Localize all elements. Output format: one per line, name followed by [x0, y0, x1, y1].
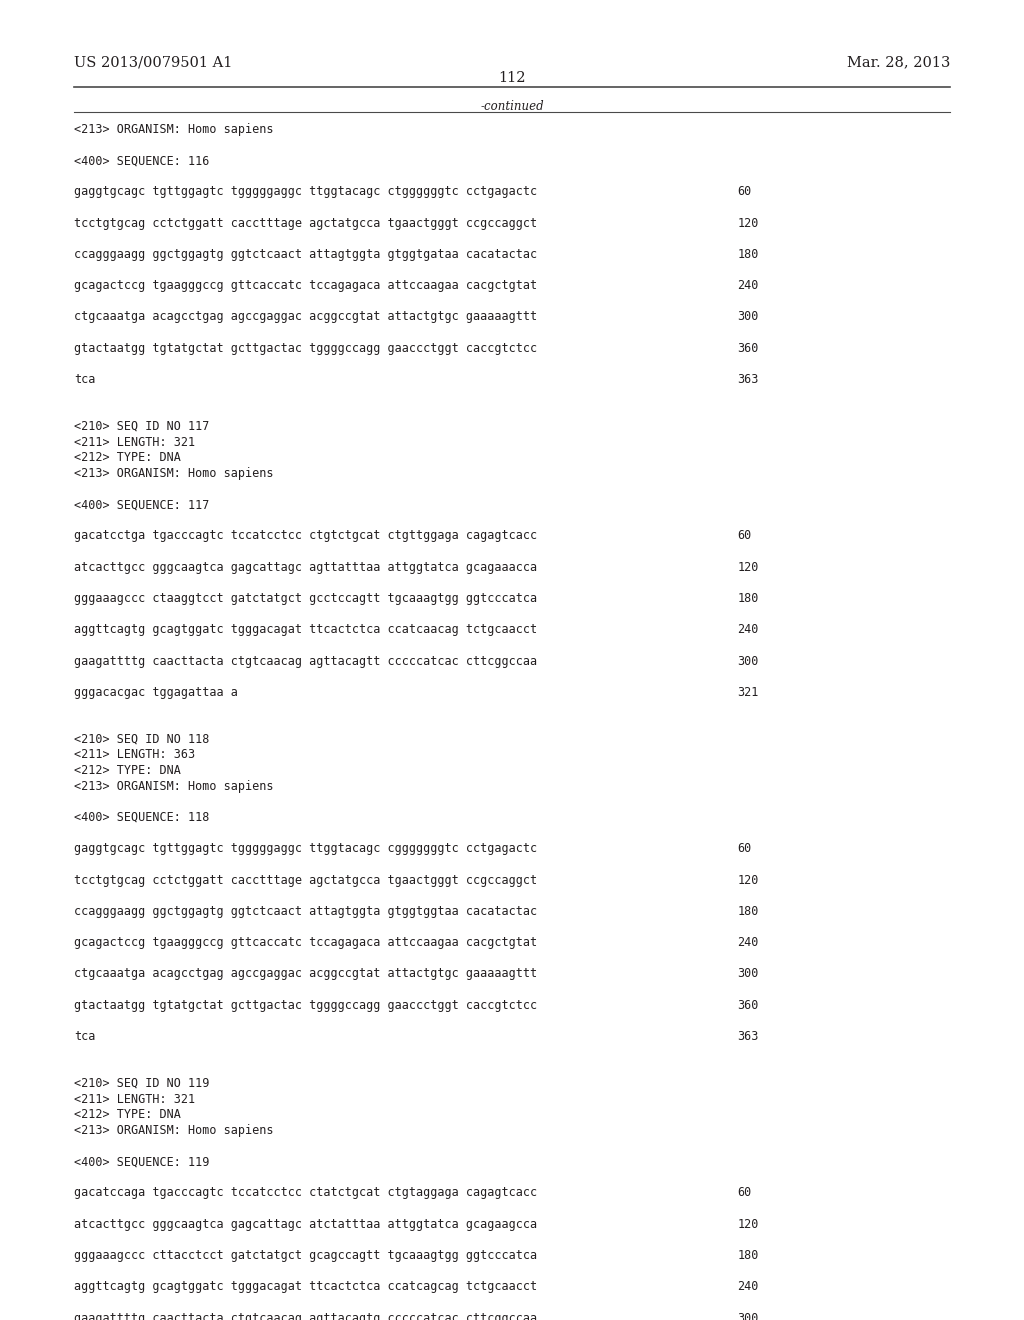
- Text: <211> LENGTH: 321: <211> LENGTH: 321: [74, 1093, 195, 1106]
- Text: 120: 120: [737, 561, 759, 574]
- Text: ctgcaaatga acagcctgag agccgaggac acggccgtat attactgtgc gaaaaagttt: ctgcaaatga acagcctgag agccgaggac acggccg…: [74, 968, 537, 981]
- Text: gaagattttg caacttacta ctgtcaacag agttacagtg cccccatcac cttcggccaa: gaagattttg caacttacta ctgtcaacag agttaca…: [74, 1312, 537, 1320]
- Text: <400> SEQUENCE: 117: <400> SEQUENCE: 117: [74, 498, 209, 511]
- Text: gggacacgac tggagattaa a: gggacacgac tggagattaa a: [74, 686, 238, 698]
- Text: 360: 360: [737, 342, 759, 355]
- Text: 120: 120: [737, 216, 759, 230]
- Text: 60: 60: [737, 185, 752, 198]
- Text: 120: 120: [737, 1217, 759, 1230]
- Text: 120: 120: [737, 874, 759, 887]
- Text: gggaaagccc cttacctcct gatctatgct gcagccagtt tgcaaagtgg ggtcccatca: gggaaagccc cttacctcct gatctatgct gcagcca…: [74, 1249, 537, 1262]
- Text: aggttcagtg gcagtggatc tgggacagat ttcactctca ccatcaacag tctgcaacct: aggttcagtg gcagtggatc tgggacagat ttcactc…: [74, 623, 537, 636]
- Text: gacatccaga tgacccagtc tccatcctcc ctatctgcat ctgtaggaga cagagtcacc: gacatccaga tgacccagtc tccatcctcc ctatctg…: [74, 1187, 537, 1200]
- Text: ctgcaaatga acagcctgag agccgaggac acggccgtat attactgtgc gaaaaagttt: ctgcaaatga acagcctgag agccgaggac acggccg…: [74, 310, 537, 323]
- Text: 363: 363: [737, 1030, 759, 1043]
- Text: 180: 180: [737, 906, 759, 917]
- Text: 180: 180: [737, 591, 759, 605]
- Text: gaggtgcagc tgttggagtc tgggggaggc ttggtacagc ctggggggtc cctgagactc: gaggtgcagc tgttggagtc tgggggaggc ttggtac…: [74, 185, 537, 198]
- Text: tca: tca: [74, 1030, 95, 1043]
- Text: gaagattttg caacttacta ctgtcaacag agttacagtt cccccatcac cttcggccaa: gaagattttg caacttacta ctgtcaacag agttaca…: [74, 655, 537, 668]
- Text: -continued: -continued: [480, 100, 544, 114]
- Text: <213> ORGANISM: Homo sapiens: <213> ORGANISM: Homo sapiens: [74, 1123, 273, 1137]
- Text: <213> ORGANISM: Homo sapiens: <213> ORGANISM: Homo sapiens: [74, 123, 273, 136]
- Text: 300: 300: [737, 968, 759, 981]
- Text: <210> SEQ ID NO 117: <210> SEQ ID NO 117: [74, 420, 209, 433]
- Text: <213> ORGANISM: Homo sapiens: <213> ORGANISM: Homo sapiens: [74, 467, 273, 480]
- Text: 60: 60: [737, 1187, 752, 1200]
- Text: <212> TYPE: DNA: <212> TYPE: DNA: [74, 764, 180, 777]
- Text: 240: 240: [737, 280, 759, 292]
- Text: 300: 300: [737, 310, 759, 323]
- Text: <212> TYPE: DNA: <212> TYPE: DNA: [74, 451, 180, 465]
- Text: 363: 363: [737, 374, 759, 385]
- Text: 240: 240: [737, 936, 759, 949]
- Text: 360: 360: [737, 999, 759, 1011]
- Text: tcctgtgcag cctctggatt cacctttage agctatgcca tgaactgggt ccgccaggct: tcctgtgcag cctctggatt cacctttage agctatg…: [74, 216, 537, 230]
- Text: aggttcagtg gcagtggatc tgggacagat ttcactctca ccatcagcag tctgcaacct: aggttcagtg gcagtggatc tgggacagat ttcactc…: [74, 1280, 537, 1294]
- Text: <400> SEQUENCE: 118: <400> SEQUENCE: 118: [74, 810, 209, 824]
- Text: tca: tca: [74, 374, 95, 385]
- Text: US 2013/0079501 A1: US 2013/0079501 A1: [74, 55, 232, 70]
- Text: ccagggaagg ggctggagtg ggtctcaact attagtggta gtggtgataa cacatactac: ccagggaagg ggctggagtg ggtctcaact attagtg…: [74, 248, 537, 261]
- Text: 240: 240: [737, 1280, 759, 1294]
- Text: <210> SEQ ID NO 119: <210> SEQ ID NO 119: [74, 1077, 209, 1090]
- Text: <400> SEQUENCE: 119: <400> SEQUENCE: 119: [74, 1155, 209, 1168]
- Text: gaggtgcagc tgttggagtc tgggggaggc ttggtacagc cgggggggtc cctgagactc: gaggtgcagc tgttggagtc tgggggaggc ttggtac…: [74, 842, 537, 855]
- Text: <210> SEQ ID NO 118: <210> SEQ ID NO 118: [74, 733, 209, 746]
- Text: <212> TYPE: DNA: <212> TYPE: DNA: [74, 1109, 180, 1121]
- Text: tcctgtgcag cctctggatt cacctttage agctatgcca tgaactgggt ccgccaggct: tcctgtgcag cctctggatt cacctttage agctatg…: [74, 874, 537, 887]
- Text: 112: 112: [499, 71, 525, 86]
- Text: 60: 60: [737, 529, 752, 543]
- Text: 321: 321: [737, 686, 759, 698]
- Text: Mar. 28, 2013: Mar. 28, 2013: [847, 55, 950, 70]
- Text: <400> SEQUENCE: 116: <400> SEQUENCE: 116: [74, 154, 209, 168]
- Text: gtactaatgg tgtatgctat gcttgactac tggggccagg gaaccctggt caccgtctcc: gtactaatgg tgtatgctat gcttgactac tggggcc…: [74, 342, 537, 355]
- Text: 180: 180: [737, 248, 759, 261]
- Text: 60: 60: [737, 842, 752, 855]
- Text: 240: 240: [737, 623, 759, 636]
- Text: 300: 300: [737, 655, 759, 668]
- Text: 300: 300: [737, 1312, 759, 1320]
- Text: <211> LENGTH: 321: <211> LENGTH: 321: [74, 436, 195, 449]
- Text: <211> LENGTH: 363: <211> LENGTH: 363: [74, 748, 195, 762]
- Text: 180: 180: [737, 1249, 759, 1262]
- Text: gggaaagccc ctaaggtcct gatctatgct gcctccagtt tgcaaagtgg ggtcccatca: gggaaagccc ctaaggtcct gatctatgct gcctcca…: [74, 591, 537, 605]
- Text: atcacttgcc gggcaagtca gagcattagc atctatttaa attggtatca gcagaagcca: atcacttgcc gggcaagtca gagcattagc atctatt…: [74, 1217, 537, 1230]
- Text: <213> ORGANISM: Homo sapiens: <213> ORGANISM: Homo sapiens: [74, 780, 273, 793]
- Text: ccagggaagg ggctggagtg ggtctcaact attagtggta gtggtggtaa cacatactac: ccagggaagg ggctggagtg ggtctcaact attagtg…: [74, 906, 537, 917]
- Text: gacatcctga tgacccagtc tccatcctcc ctgtctgcat ctgttggaga cagagtcacc: gacatcctga tgacccagtc tccatcctcc ctgtctg…: [74, 529, 537, 543]
- Text: gtactaatgg tgtatgctat gcttgactac tggggccagg gaaccctggt caccgtctcc: gtactaatgg tgtatgctat gcttgactac tggggcc…: [74, 999, 537, 1011]
- Text: gcagactccg tgaagggccg gttcaccatc tccagagaca attccaagaa cacgctgtat: gcagactccg tgaagggccg gttcaccatc tccagag…: [74, 280, 537, 292]
- Text: atcacttgcc gggcaagtca gagcattagc agttatttaa attggtatca gcagaaacca: atcacttgcc gggcaagtca gagcattagc agttatt…: [74, 561, 537, 574]
- Text: gcagactccg tgaagggccg gttcaccatc tccagagaca attccaagaa cacgctgtat: gcagactccg tgaagggccg gttcaccatc tccagag…: [74, 936, 537, 949]
